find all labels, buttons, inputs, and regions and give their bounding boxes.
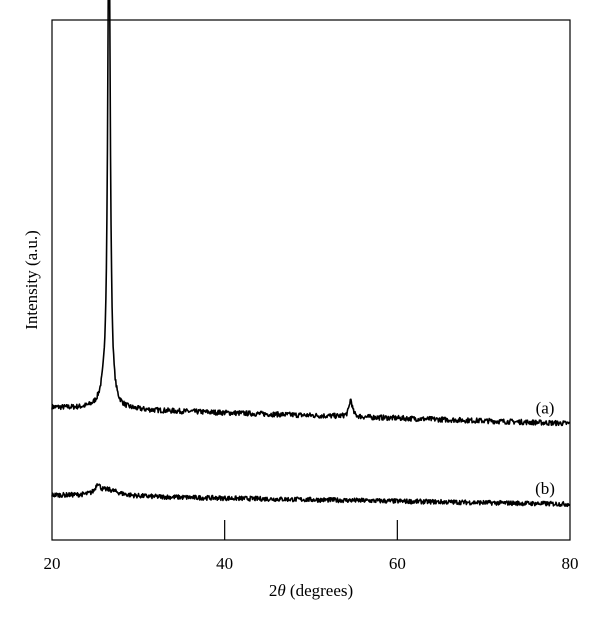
series-label-a: (a) — [536, 399, 555, 418]
x-tick-label: 60 — [389, 554, 406, 573]
x-ticks: 20 40 60 80 — [44, 520, 579, 573]
x-tick-label: 20 — [44, 554, 61, 573]
x-axis-title: 2θ (degrees) — [269, 581, 353, 600]
series-labels: (a) (b) — [535, 399, 555, 499]
y-axis-title: Intensity (a.u.) — [22, 230, 41, 330]
series-line-a — [51, 0, 571, 427]
series-line-b — [51, 483, 571, 508]
series-layer — [51, 0, 571, 508]
x-axis-title-theta: θ — [277, 581, 285, 600]
x-tick-label: 40 — [216, 554, 233, 573]
x-axis-title-prefix: 2 — [269, 581, 278, 600]
plot-frame — [51, 19, 571, 541]
x-tick-label: 80 — [562, 554, 579, 573]
x-axis-title-suffix: (degrees) — [286, 581, 354, 600]
series-label-b: (b) — [535, 479, 555, 498]
